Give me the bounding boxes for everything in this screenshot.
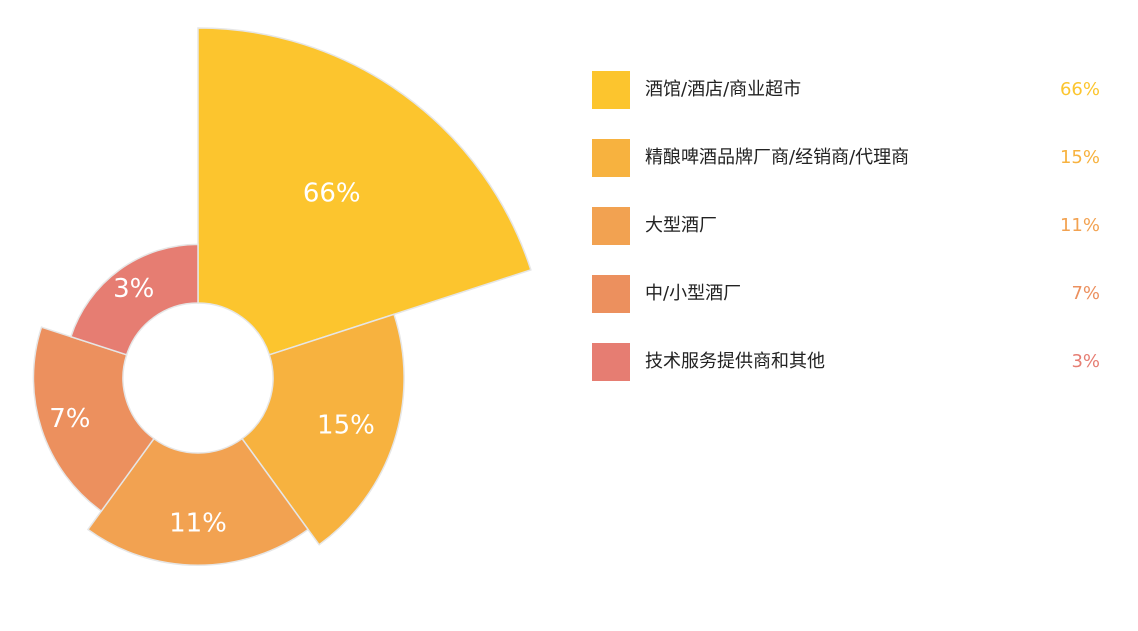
legend-swatch	[592, 139, 630, 177]
rose-slice	[69, 243, 199, 356]
legend-value: 66%	[1060, 79, 1100, 100]
legend-swatch	[592, 207, 630, 245]
rose-slice	[197, 27, 532, 356]
slice-label: 3%	[113, 274, 154, 304]
slice-label: 66%	[303, 178, 361, 208]
legend-label: 技术服务提供商和其他	[645, 351, 825, 372]
legend-swatch	[592, 275, 630, 313]
rose-slice	[86, 437, 310, 566]
legend-label: 大型酒厂	[645, 215, 717, 236]
legend-value: 7%	[1071, 283, 1100, 304]
legend-value: 15%	[1060, 147, 1100, 168]
slice-label: 7%	[49, 404, 90, 434]
legend-value: 3%	[1071, 351, 1100, 372]
legend-swatch	[592, 71, 630, 109]
slice-label: 11%	[169, 509, 227, 539]
slice-label: 15%	[317, 411, 375, 441]
legend-value: 11%	[1060, 215, 1100, 236]
legend-label: 精酿啤酒品牌厂商/经销商/代理商	[645, 147, 909, 168]
rose-slice	[32, 326, 155, 513]
legend-label: 酒馆/酒店/商业超市	[645, 79, 801, 100]
legend-swatch	[592, 343, 630, 381]
rose-slice	[241, 313, 405, 546]
legend-label: 中/小型酒厂	[645, 283, 741, 304]
